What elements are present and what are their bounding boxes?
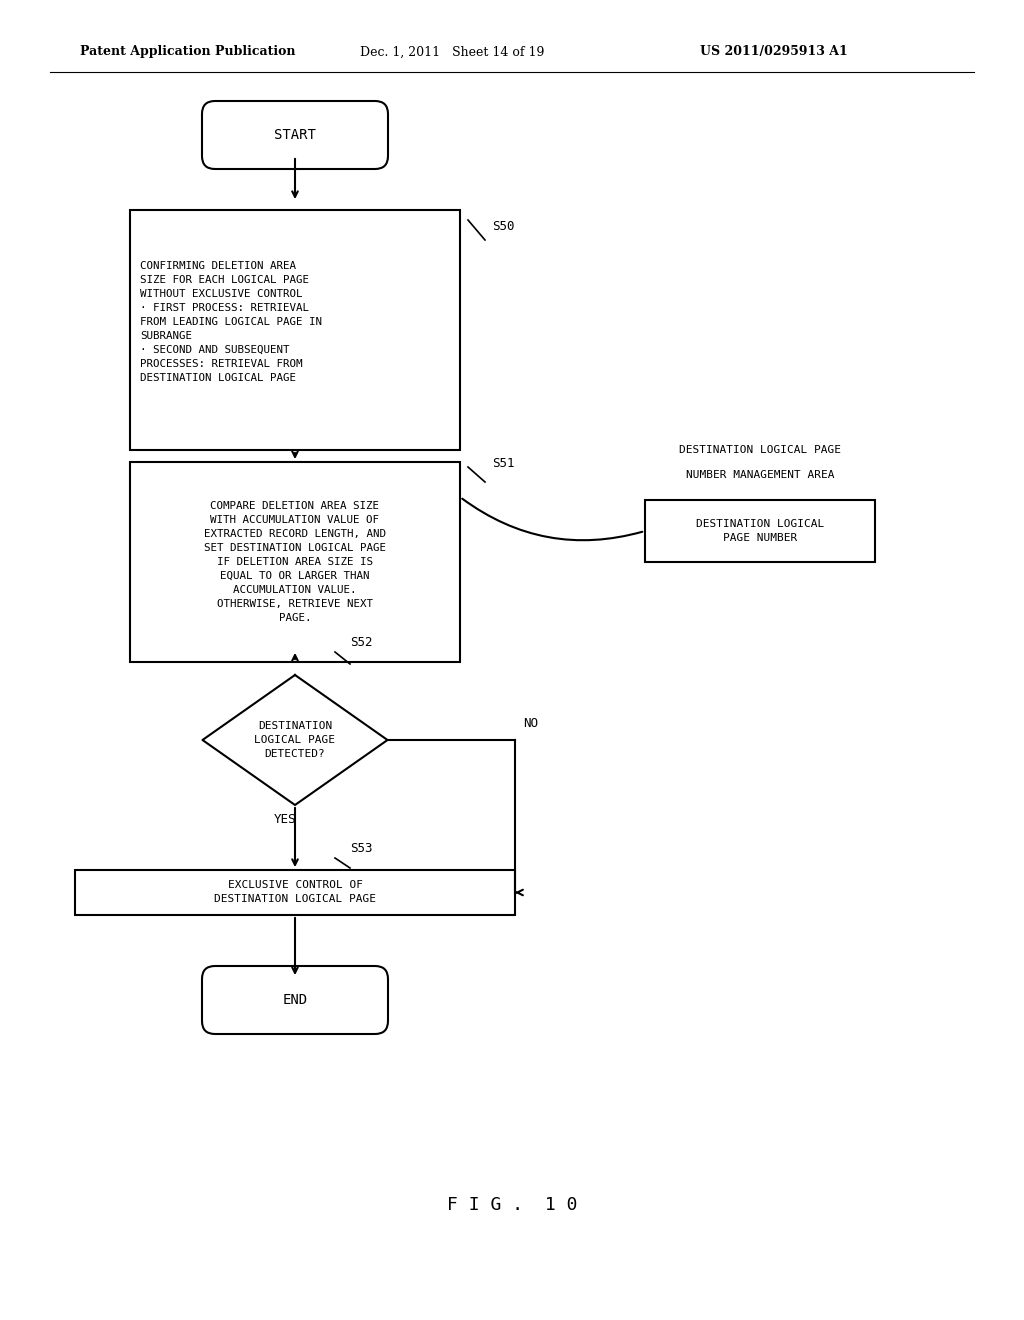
Text: F I G .  1 0: F I G . 1 0 [446, 1196, 578, 1214]
Text: CONFIRMING DELETION AREA
SIZE FOR EACH LOGICAL PAGE
WITHOUT EXCLUSIVE CONTROL
· : CONFIRMING DELETION AREA SIZE FOR EACH L… [140, 261, 322, 383]
Text: NO: NO [523, 717, 538, 730]
Text: Patent Application Publication: Patent Application Publication [80, 45, 296, 58]
Text: S50: S50 [492, 220, 514, 234]
FancyBboxPatch shape [202, 102, 388, 169]
Text: COMPARE DELETION AREA SIZE
WITH ACCUMULATION VALUE OF
EXTRACTED RECORD LENGTH, A: COMPARE DELETION AREA SIZE WITH ACCUMULA… [204, 502, 386, 623]
Text: S53: S53 [350, 842, 373, 854]
Text: NUMBER MANAGEMENT AREA: NUMBER MANAGEMENT AREA [686, 470, 835, 480]
Text: END: END [283, 993, 307, 1007]
Bar [130, 462, 460, 663]
Bar [645, 500, 874, 562]
Text: S51: S51 [492, 457, 514, 470]
Text: DESTINATION LOGICAL
PAGE NUMBER: DESTINATION LOGICAL PAGE NUMBER [696, 519, 824, 543]
Text: EXCLUSIVE CONTROL OF
DESTINATION LOGICAL PAGE: EXCLUSIVE CONTROL OF DESTINATION LOGICAL… [214, 880, 376, 904]
Bar [75, 870, 515, 915]
Text: S52: S52 [350, 635, 373, 648]
Text: Dec. 1, 2011   Sheet 14 of 19: Dec. 1, 2011 Sheet 14 of 19 [360, 45, 545, 58]
FancyBboxPatch shape [202, 966, 388, 1034]
Text: YES: YES [273, 813, 296, 826]
Text: DESTINATION
LOGICAL PAGE
DETECTED?: DESTINATION LOGICAL PAGE DETECTED? [255, 721, 336, 759]
Text: US 2011/0295913 A1: US 2011/0295913 A1 [700, 45, 848, 58]
Text: DESTINATION LOGICAL PAGE: DESTINATION LOGICAL PAGE [679, 445, 841, 455]
Bar [130, 210, 460, 450]
Text: START: START [274, 128, 316, 143]
